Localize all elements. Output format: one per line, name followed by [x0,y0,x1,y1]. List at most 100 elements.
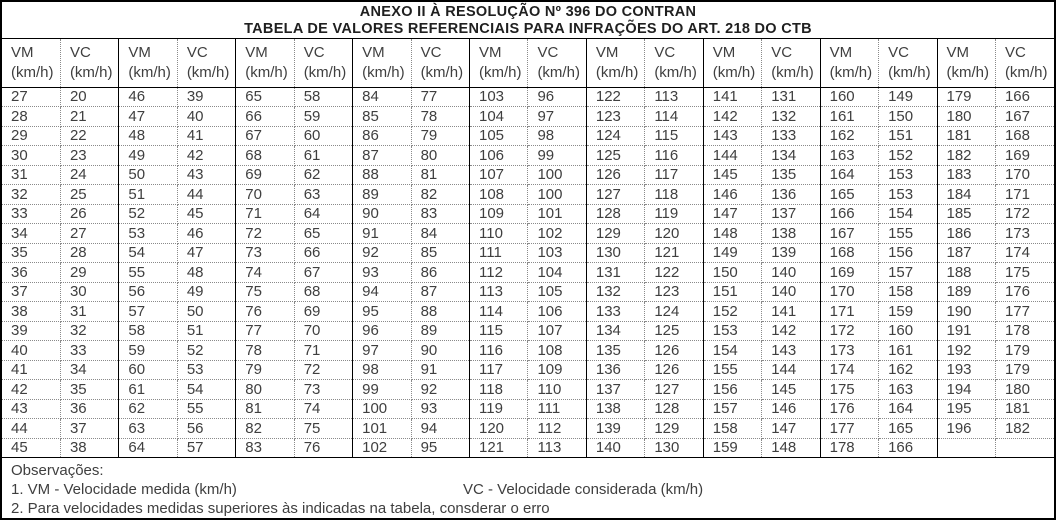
cell-vm: 123 [586,106,646,127]
col-header-vm: VM (km/h) [235,39,295,88]
cell-vc: 147 [761,418,821,439]
cell-vm: 79 [235,360,295,380]
observations-block: Observações: 1. VM - Velocidade medida (… [2,458,1054,518]
title-line-1: ANEXO II À RESOLUÇÃO Nº 396 DO CONTRAN [359,4,697,20]
cell-vc: 45 [177,204,237,224]
cell-vc: 100 [527,165,587,185]
cell-vc: 166 [878,438,938,458]
cell-vc: 137 [761,204,821,224]
cell-vc: 87 [411,282,471,302]
cell-vm: 38 [2,301,61,322]
cell-vm: 59 [118,340,178,361]
cell-vc: 153 [878,184,938,205]
cell-vc: 70 [294,321,354,341]
cell-vm: 78 [235,340,295,361]
cell-vm: 102 [352,438,412,458]
cell-vm: 93 [352,262,412,283]
cell-vc: 129 [644,418,704,439]
cell-vc: 117 [644,165,704,185]
cell-vm: 159 [703,438,763,458]
cell-vc: 88 [411,301,471,322]
table-row: 38 31 57 50 76 69 95 88 114 106 133 124 152 141 171 159… [2,301,1054,322]
cell-vc: 171 [995,184,1054,205]
cell-vc: 90 [411,340,471,361]
cell-vc: 59 [294,106,354,127]
cell-vm: 58 [118,321,178,341]
cell-vm: 66 [235,106,295,127]
cell-vm: 76 [235,301,295,322]
cell-vc: 157 [878,262,938,283]
cell-vm: 71 [235,204,295,224]
cell-vm: 89 [352,184,412,205]
cell-vc: 52 [177,340,237,361]
cell-vc: 112 [527,418,587,439]
col-header-unit: (km/h) [1004,63,1048,81]
col-header-label: VC [1004,43,1026,61]
cell-vm: 56 [118,282,178,302]
cell-vc: 144 [761,360,821,380]
cell-vm: 127 [586,184,646,205]
col-header-unit: (km/h) [69,63,113,81]
cell-vc: 83 [411,204,471,224]
cell-vm: 88 [352,165,412,185]
col-header-label: VM [245,43,268,61]
cell-vc: 170 [995,165,1054,185]
cell-vm: 147 [703,204,763,224]
cell-vc: 110 [527,379,587,400]
cell-vm: 87 [352,145,412,166]
cell-vc: 41 [177,126,237,146]
cell-vc: 124 [644,301,704,322]
cell-vc: 103 [527,243,587,263]
col-header-label: VC [771,43,793,61]
col-header-unit: (km/h) [303,63,347,81]
cell-vc: 118 [644,184,704,205]
cell-vc: 29 [60,262,120,283]
cell-vc: 119 [644,204,704,224]
cell-vc: 106 [527,301,587,322]
cell-vm: 194 [937,379,996,400]
cell-vm: 176 [820,399,880,419]
col-header-unit: (km/h) [888,63,931,81]
cell-vm: 63 [118,418,178,439]
cell-vc: 37 [60,418,120,439]
cell-vm: 156 [703,379,763,400]
cell-vm: 80 [235,379,295,400]
cell-vc: 153 [878,165,938,185]
cell-vm: 112 [469,262,529,283]
cell-vm: 132 [586,282,646,302]
cell-vm: 51 [118,184,178,205]
cell-vc: 23 [60,145,120,166]
cell-vc: 104 [527,262,587,283]
table-row: 44 37 63 56 82 75 101 94 120 112 139 129 158 147 177 16… [2,418,1054,439]
cell-vc: 114 [644,106,704,127]
cell-vc: 131 [761,87,821,107]
cell-vc: 179 [995,340,1054,361]
cell-vc: 169 [995,145,1054,166]
cell-vm: 107 [469,165,529,185]
cell-vm: 49 [118,145,178,166]
col-header-label: VM [829,43,853,61]
col-header-vm: VM (km/h) [703,39,763,88]
cell-vc: 173 [995,223,1054,244]
cell-vm: 70 [235,184,295,205]
col-header-label: VM [595,43,619,61]
cell-vc: 109 [527,360,587,380]
cell-vm: 50 [118,165,178,185]
cell-vc: 175 [995,262,1054,283]
col-header-vm: VM (km/h) [118,39,178,88]
cell-vm: 30 [2,145,61,166]
cell-vm: 92 [352,243,412,263]
cell-vm: 172 [820,321,880,341]
cell-vm: 99 [352,379,412,400]
cell-vc: 141 [761,301,821,322]
col-header-vc: VC (km/h) [995,39,1054,88]
cell-vc: 159 [878,301,938,322]
cell-vm: 178 [820,438,880,458]
cell-vm: 184 [937,184,996,205]
cell-vm: 190 [937,301,996,322]
cell-vm: 137 [586,379,646,400]
cell-vc: 61 [294,145,354,166]
cell-vm: 141 [703,87,763,107]
observation-note-2: 2. Para velocidades medidas superiores à… [11,500,550,517]
cell-vm: 98 [352,360,412,380]
